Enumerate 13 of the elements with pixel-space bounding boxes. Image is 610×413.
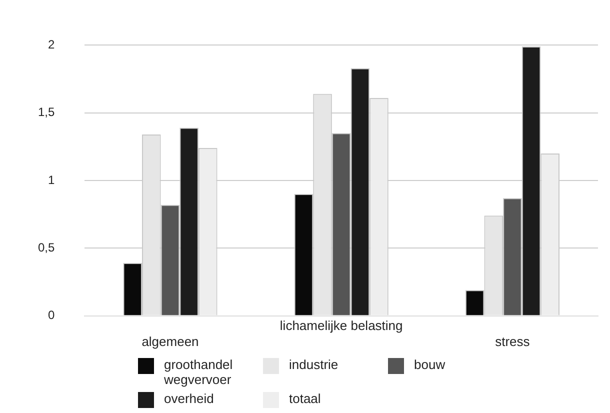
x-tick-label: lichamelijke belasting (280, 318, 403, 334)
legend-label: industrie (289, 357, 340, 372)
y-tick-label: 1 (48, 172, 55, 187)
legend-label: overheid (164, 391, 215, 406)
x-tick-label: stress (495, 334, 530, 349)
y-tick-label: 1,5 (38, 105, 55, 120)
legend-label: groothandel wegvervoer (164, 357, 234, 387)
x-tick-label: algemeen (142, 334, 199, 349)
y-tick-label: 0 (48, 308, 55, 322)
legend-label: bouw (414, 357, 446, 372)
y-tick-label: 2 (48, 38, 55, 52)
y-tick-label: 0,5 (38, 240, 55, 254)
legend-label: totaal (289, 391, 322, 406)
